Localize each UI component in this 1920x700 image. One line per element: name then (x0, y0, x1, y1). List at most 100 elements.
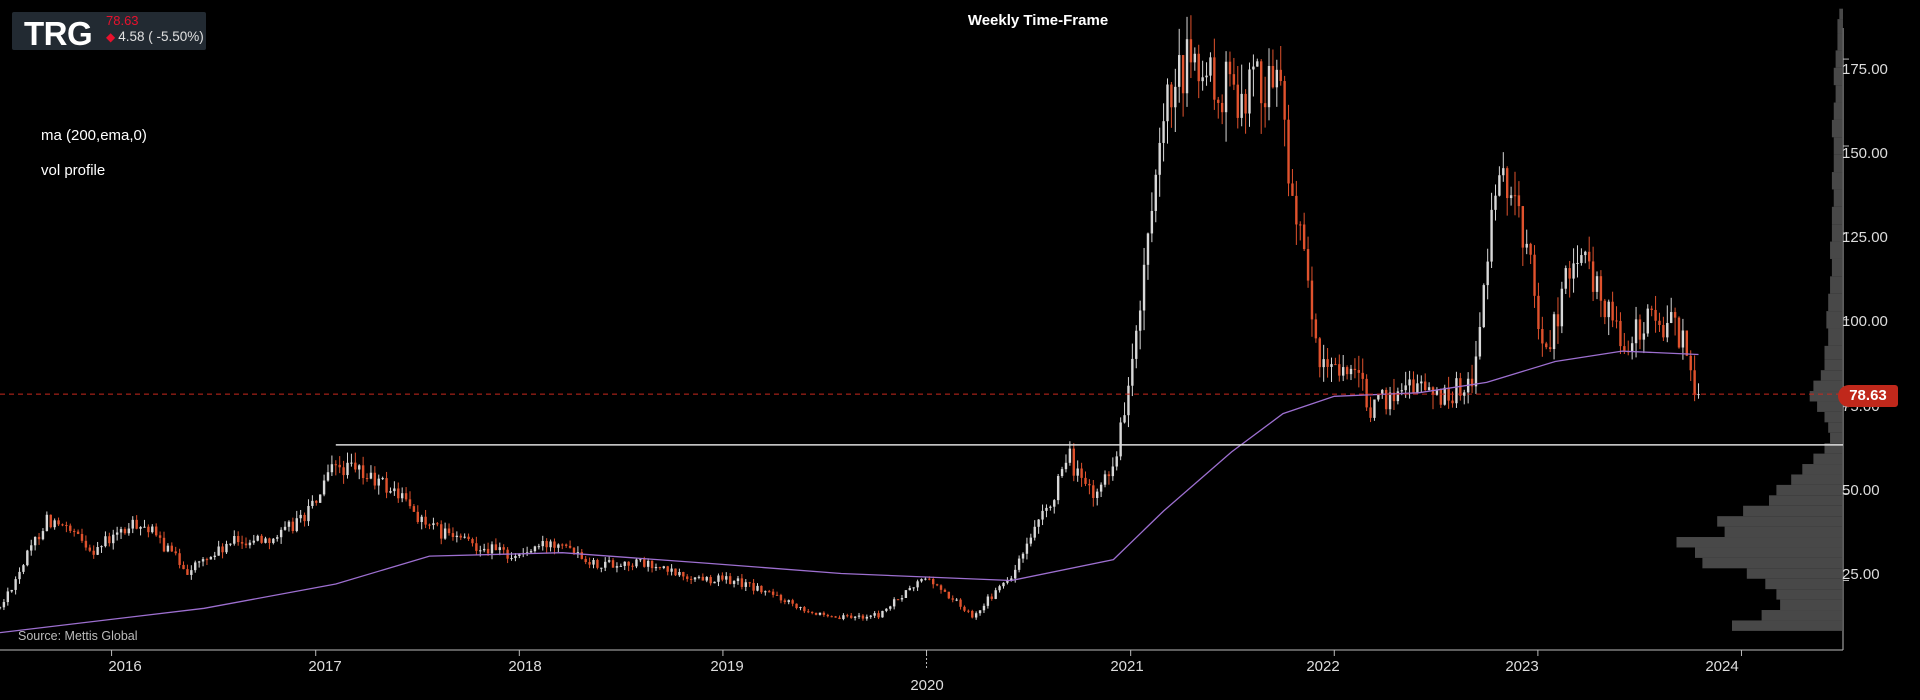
x-tick-label: 2020 (910, 677, 944, 694)
candle-body (1017, 558, 1021, 570)
candle-body (623, 561, 626, 566)
volume-profile-bar (1732, 620, 1843, 631)
candle-body (197, 561, 201, 563)
candle-body (22, 565, 25, 572)
candle-body (471, 539, 474, 544)
candle-body (1486, 261, 1489, 286)
candle-body (1533, 254, 1536, 296)
candle-body (1103, 474, 1107, 485)
candle-body (178, 553, 181, 565)
candle-body (1138, 310, 1142, 331)
candle-body (104, 536, 107, 547)
candle-body (721, 575, 724, 580)
candle-body (1002, 582, 1005, 587)
candle-body (592, 559, 595, 565)
candle-body (553, 541, 556, 548)
volume-profile-bar (1743, 505, 1843, 517)
candle-body (1041, 510, 1044, 520)
candle-body (279, 529, 283, 538)
candle-body (393, 488, 396, 492)
candle-body (834, 616, 837, 618)
candle-body (143, 526, 146, 528)
candle-body (1240, 93, 1243, 118)
candle-body (1248, 69, 1251, 114)
candle-body (475, 543, 478, 551)
volume-profile-bar (1802, 464, 1843, 475)
candle-body (1181, 55, 1185, 94)
candle-body (1330, 364, 1333, 367)
candle-body (1123, 415, 1126, 423)
candle-body (842, 615, 845, 620)
candle-body (1142, 264, 1146, 311)
candle-body (853, 616, 857, 618)
candle-body (1642, 333, 1646, 340)
candle-body (529, 551, 533, 553)
candle-body (1244, 93, 1247, 114)
candle-body (236, 536, 240, 543)
candle-body (1572, 263, 1575, 279)
candle-body (1037, 519, 1040, 527)
candle-body (889, 606, 892, 609)
volume-profile-bar (1717, 516, 1843, 527)
candle-body (1314, 319, 1318, 339)
candle-body (494, 544, 498, 551)
candle-body (725, 576, 728, 580)
candle-body (37, 536, 41, 540)
volume-profile-bar (1695, 547, 1843, 558)
candle-body (619, 565, 623, 567)
ticker-symbol: TRG (24, 15, 93, 52)
candle-body (400, 493, 404, 499)
candle-body (561, 544, 564, 546)
candle-body (705, 576, 708, 581)
candle-body (76, 531, 80, 534)
candle-body (935, 584, 939, 586)
candle-body (322, 480, 326, 495)
candle-body (80, 533, 84, 541)
candle-body (713, 581, 716, 584)
candle-body (502, 547, 505, 550)
price-change-text: 4.58 ( -5.50%) (118, 29, 204, 44)
volume-profile-bar (1776, 589, 1843, 600)
candle-body (354, 462, 357, 470)
candle-body (994, 590, 997, 599)
candle-body (1490, 209, 1493, 262)
candle-body (635, 559, 638, 567)
candle-body (900, 597, 904, 600)
candle-body (1658, 320, 1661, 325)
indicator-volume-profile-label: vol profile (41, 162, 106, 179)
candle-body (1513, 195, 1517, 197)
volume-profile-bar (1769, 495, 1843, 506)
candle-body (139, 526, 142, 529)
candle-body (1146, 233, 1150, 265)
candle-body (1443, 387, 1446, 405)
candle-body (709, 576, 712, 584)
candle-body (1529, 243, 1532, 255)
candle-body (892, 599, 896, 607)
candle-body (1381, 389, 1384, 395)
candle-body (881, 610, 884, 618)
candle-body (658, 567, 662, 569)
candle-body (1127, 385, 1130, 416)
candle-body (1556, 314, 1560, 327)
candle-body (221, 546, 224, 553)
candle-body (1279, 69, 1282, 82)
candle-body (779, 594, 783, 601)
candle-body (92, 550, 95, 555)
candle-body (631, 565, 634, 567)
candle-body (1263, 103, 1267, 108)
x-tick-label: 2019 (710, 658, 744, 675)
indicator-ma-label: ma (200,ema,0) (41, 127, 147, 144)
candle-body (1205, 75, 1208, 78)
candle-body (1361, 372, 1364, 379)
candle-body (361, 465, 365, 479)
candle-body (693, 577, 697, 580)
candle-body (1564, 268, 1567, 289)
candle-body (810, 611, 814, 613)
candle-body (1463, 392, 1466, 396)
candle-body (1326, 359, 1329, 367)
volume-profile-bar (1676, 537, 1843, 548)
candle-body (982, 605, 986, 611)
candle-body (69, 525, 72, 531)
candle-body (88, 547, 92, 551)
candle-body (568, 545, 572, 548)
